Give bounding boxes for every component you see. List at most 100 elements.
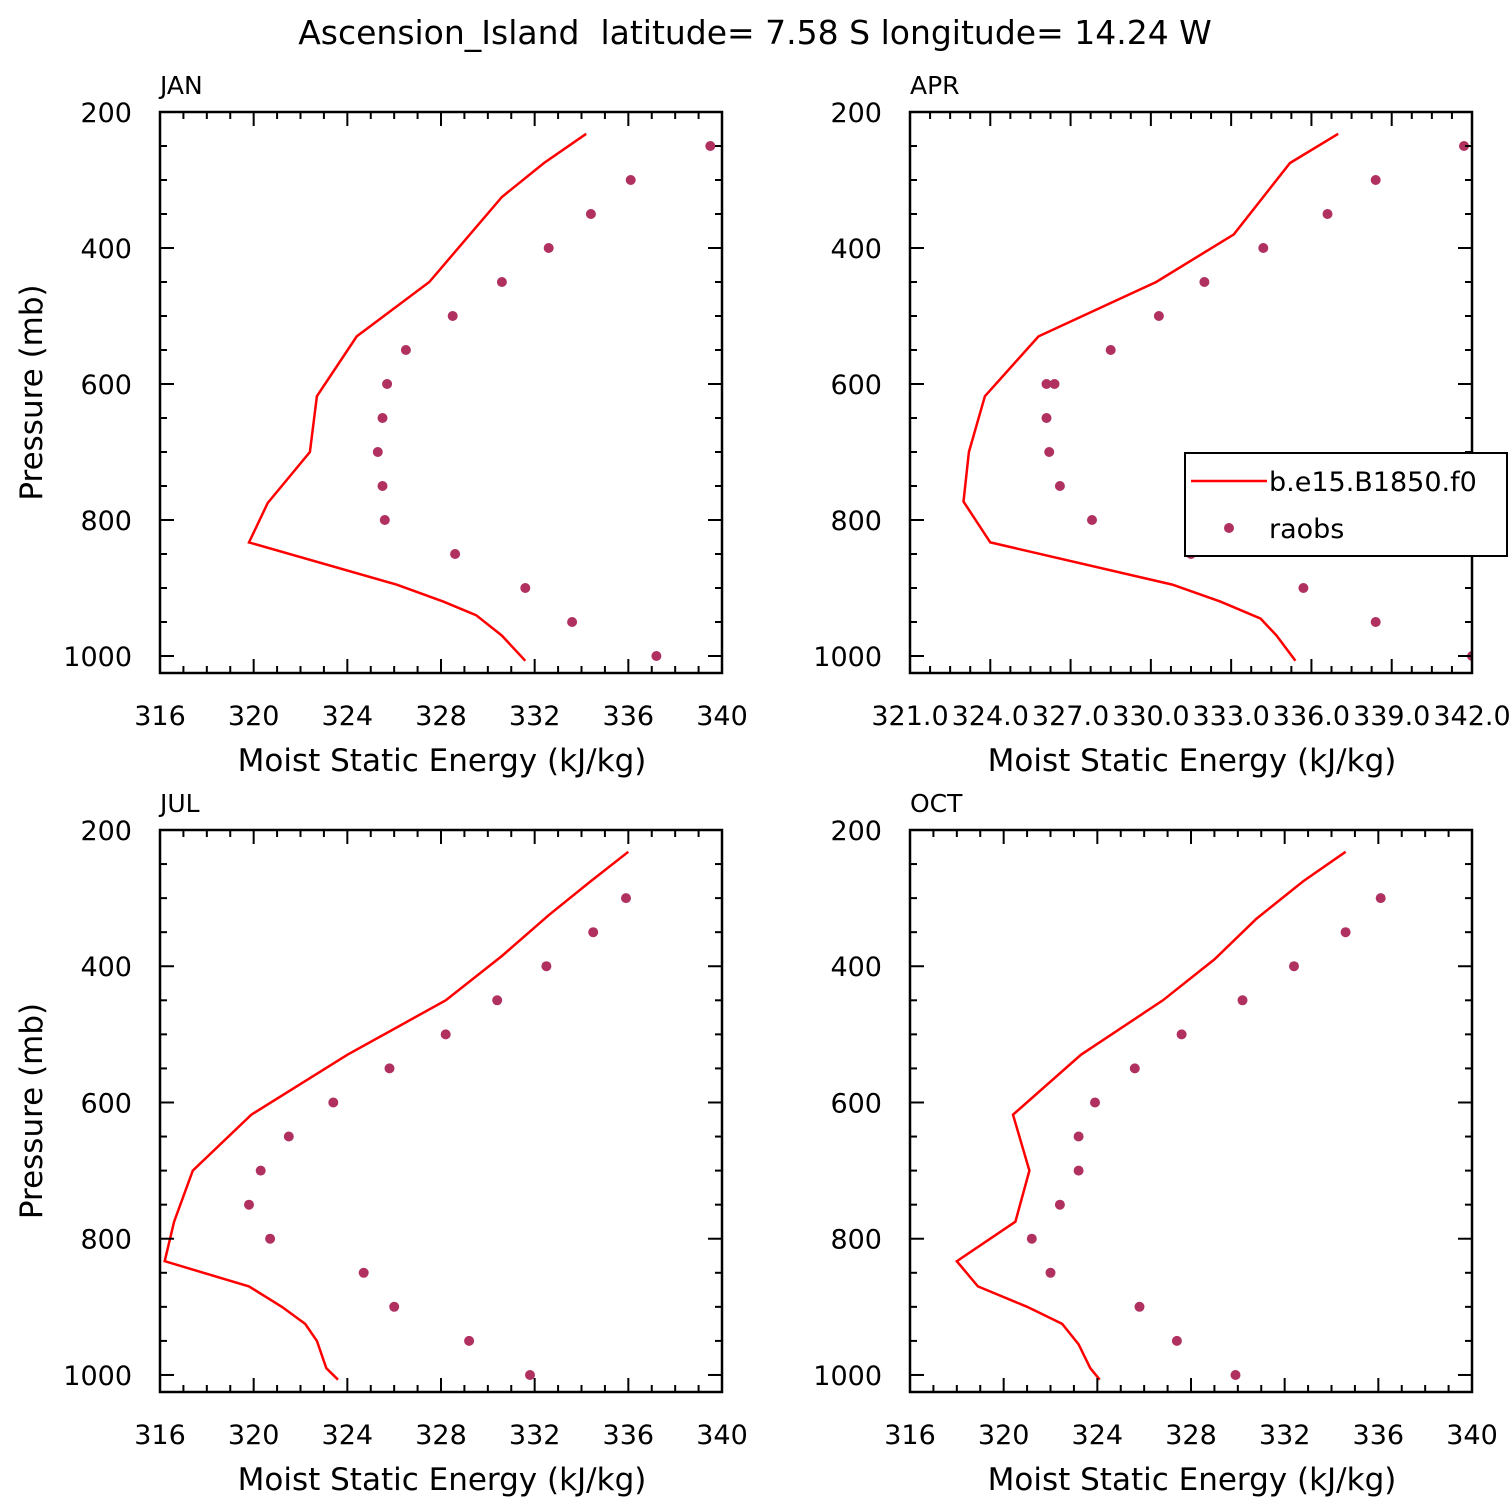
raobs-point bbox=[244, 1199, 254, 1210]
raobs-point bbox=[1105, 345, 1116, 355]
raobs-point bbox=[1340, 927, 1351, 938]
panels-group: JAN 316 320 324 328 332 336 340 200 400 600 800 1000… bbox=[14, 71, 1510, 1498]
y-tick-label: 600 bbox=[80, 1088, 132, 1119]
raobs-point bbox=[567, 617, 578, 627]
raobs-point bbox=[389, 1301, 400, 1312]
raobs-point bbox=[1459, 141, 1469, 151]
plot-frame bbox=[908, 110, 1474, 675]
raobs-point bbox=[492, 995, 503, 1006]
x-tick-label: 340 bbox=[696, 701, 748, 732]
raobs-point bbox=[1044, 447, 1055, 457]
panel-apr: APR 321.0 324.0 327.0 330.0 333.0 336.0 339.0 34… bbox=[813, 71, 1510, 779]
x-tick-label: 336.0 bbox=[1273, 701, 1350, 732]
panel-jul: JUL 316 320 324 328 332 336 340 200 400 600 800 1000… bbox=[14, 789, 748, 1498]
legend-box bbox=[1184, 452, 1508, 557]
x-tick-label: 327.0 bbox=[1032, 701, 1109, 732]
raobs-point bbox=[382, 379, 393, 389]
x-tick-label: 340 bbox=[696, 1420, 748, 1451]
x-tick-label: 316 bbox=[134, 701, 186, 732]
plot-area bbox=[247, 132, 716, 662]
raobs-point bbox=[255, 1165, 266, 1176]
raobs-point bbox=[1041, 413, 1052, 423]
raobs-point bbox=[525, 1370, 535, 1380]
raobs-point bbox=[1375, 893, 1386, 904]
x-tick-label: 333.0 bbox=[1192, 701, 1269, 732]
raobs-point bbox=[1289, 961, 1299, 972]
x-tick-label: 330.0 bbox=[1112, 701, 1189, 732]
y-tick-label: 200 bbox=[830, 816, 882, 847]
raobs-point bbox=[1134, 1301, 1145, 1312]
series-line-model bbox=[954, 850, 1347, 1381]
plot-area bbox=[163, 850, 631, 1381]
y-tick-label: 800 bbox=[80, 1225, 132, 1256]
x-tick-label: 340 bbox=[1446, 1420, 1498, 1451]
x-tick-label: 336 bbox=[603, 1420, 655, 1451]
raobs-point bbox=[1049, 379, 1060, 389]
raobs-point bbox=[541, 961, 552, 972]
raobs-point bbox=[1073, 1131, 1084, 1142]
x-tick-label: 324 bbox=[322, 1420, 374, 1451]
raobs-point bbox=[585, 209, 596, 219]
raobs-point bbox=[1054, 481, 1065, 491]
raobs-point bbox=[358, 1267, 369, 1278]
figure-title: Ascension_Island latitude= 7.58 S longit… bbox=[298, 13, 1212, 52]
raobs-point bbox=[625, 175, 636, 185]
x-tick-label: 324 bbox=[322, 701, 374, 732]
x-tick-label: 328 bbox=[415, 1420, 467, 1451]
raobs-point bbox=[705, 141, 716, 151]
legend-entry-raobs: raobs bbox=[1269, 514, 1344, 545]
panel-oct: OCT 316 320 324 328 332 336 340 200 400 600 800 1000… bbox=[813, 789, 1497, 1498]
raobs-point bbox=[1090, 1097, 1100, 1108]
panel-jan: JAN 316 320 324 328 332 336 340 200 400 600 800 1000… bbox=[14, 71, 748, 779]
plot-frame bbox=[908, 828, 1474, 1394]
y-tick-label: 400 bbox=[830, 952, 882, 983]
x-axis-label: Moist Static Energy (kJ/kg) bbox=[238, 743, 647, 779]
x-tick-label: 332 bbox=[1259, 1420, 1311, 1451]
y-tick-label: 600 bbox=[830, 1088, 882, 1119]
raobs-point bbox=[450, 549, 461, 559]
y-tick-label: 600 bbox=[830, 370, 882, 401]
raobs-point bbox=[1370, 175, 1381, 185]
x-tick-label: 316 bbox=[134, 1420, 186, 1451]
raobs-point bbox=[1087, 515, 1097, 525]
y-tick-label: 800 bbox=[830, 1225, 882, 1256]
y-tick-label: 400 bbox=[830, 234, 882, 265]
y-axis-label: Pressure (mb) bbox=[14, 284, 50, 500]
raobs-point bbox=[464, 1335, 475, 1346]
x-tick-label: 332 bbox=[509, 1420, 561, 1451]
y-tick-label: 400 bbox=[80, 952, 132, 983]
x-tick-label: 321.0 bbox=[871, 701, 948, 732]
raobs-point bbox=[1171, 1335, 1182, 1346]
raobs-point bbox=[1176, 1029, 1187, 1040]
x-tick-label: 324 bbox=[1072, 1420, 1124, 1451]
raobs-point bbox=[1298, 583, 1309, 593]
raobs-point bbox=[377, 413, 388, 423]
raobs-point bbox=[1026, 1233, 1037, 1244]
x-tick-label: 339.0 bbox=[1353, 701, 1430, 732]
y-tick-label: 1000 bbox=[63, 642, 132, 673]
x-axis-label: Moist Static Energy (kJ/kg) bbox=[988, 1462, 1397, 1498]
plot-frame bbox=[158, 110, 724, 675]
raobs-point bbox=[543, 243, 554, 253]
raobs-point bbox=[447, 311, 458, 321]
x-tick-label: 328 bbox=[1165, 1420, 1217, 1451]
raobs-point bbox=[379, 515, 390, 525]
raobs-point bbox=[1322, 209, 1333, 219]
raobs-point bbox=[265, 1233, 276, 1244]
raobs-point bbox=[440, 1029, 451, 1040]
x-tick-label: 320 bbox=[228, 701, 280, 732]
y-tick-label: 1000 bbox=[813, 1361, 882, 1392]
raobs-point bbox=[1045, 1267, 1056, 1278]
raobs-point bbox=[372, 447, 383, 457]
y-tick-label: 1000 bbox=[63, 1361, 132, 1392]
raobs-point bbox=[651, 651, 662, 661]
raobs-point bbox=[283, 1131, 294, 1142]
raobs-point bbox=[1370, 617, 1381, 627]
panel-label: JAN bbox=[158, 71, 203, 100]
raobs-point bbox=[1054, 1199, 1065, 1210]
panel-label: OCT bbox=[910, 789, 963, 818]
raobs-point bbox=[1199, 277, 1210, 287]
x-tick-label: 332 bbox=[509, 701, 561, 732]
x-tick-label: 320 bbox=[228, 1420, 280, 1451]
